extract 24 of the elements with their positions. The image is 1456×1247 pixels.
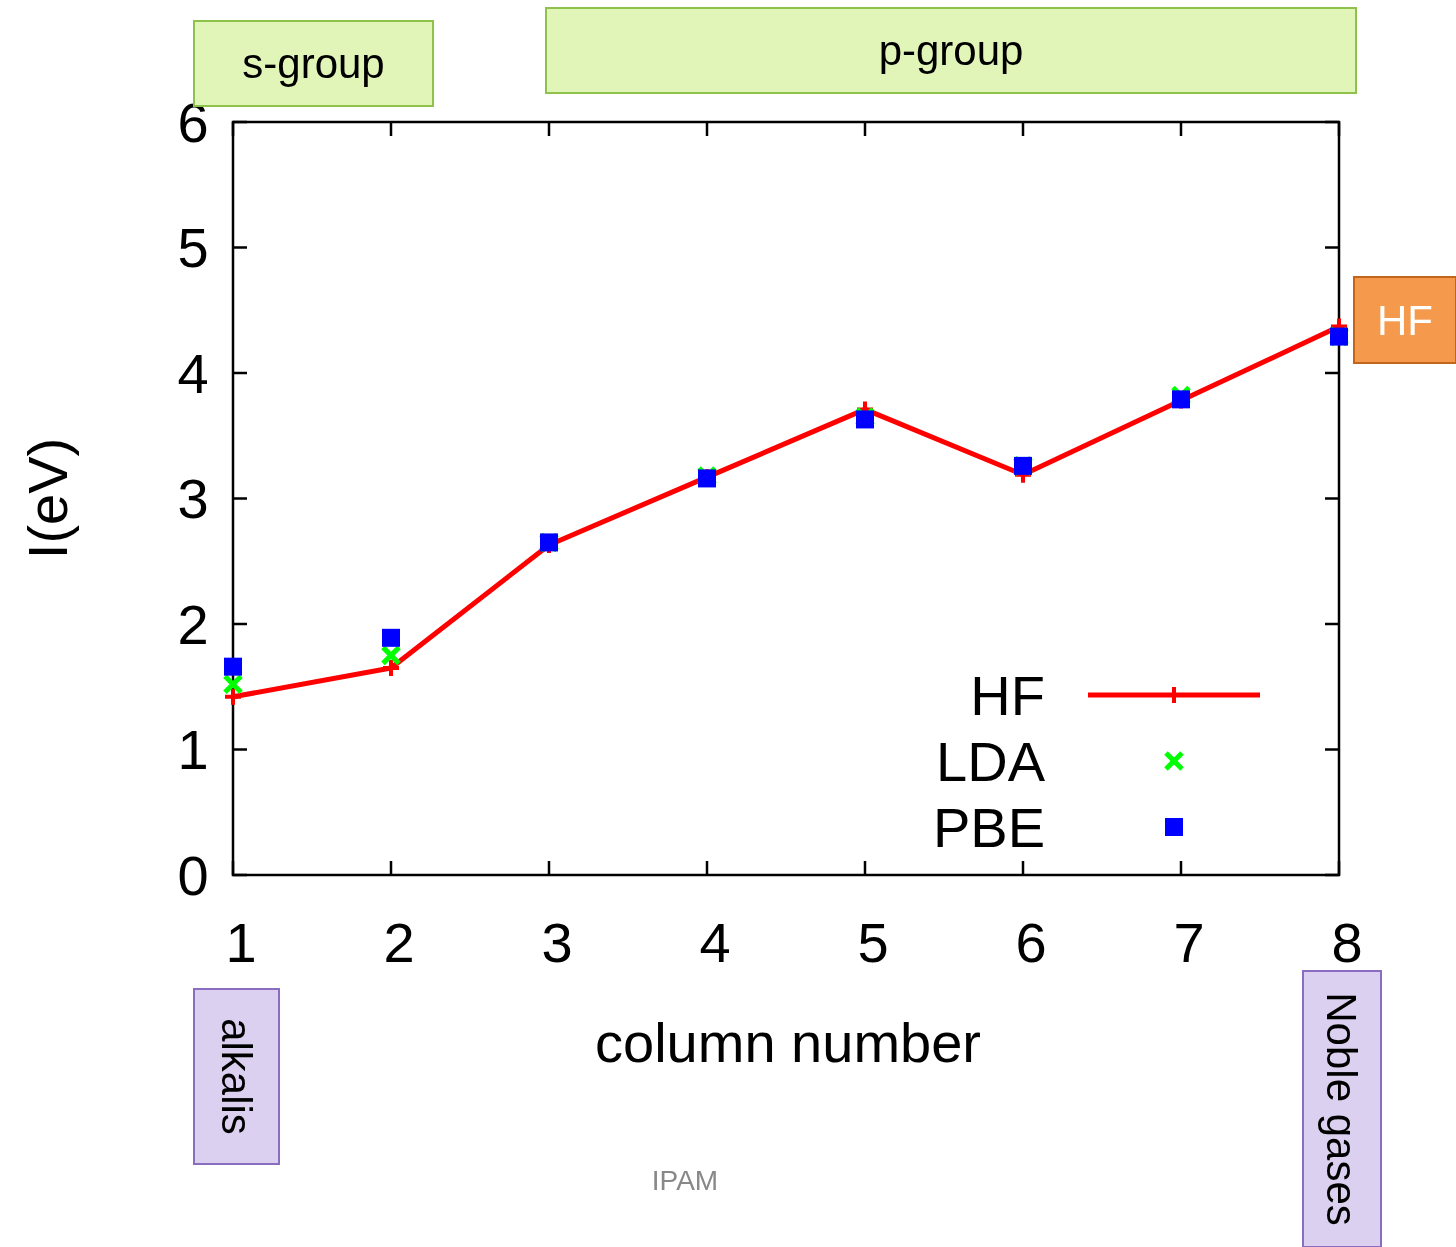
label-box: HF: [1353, 276, 1456, 364]
y-tick-label: 5: [177, 216, 209, 280]
x-tick-label: 4: [699, 911, 731, 974]
x-tick-label: 3: [541, 911, 573, 974]
y-tick-label: 2: [177, 592, 209, 656]
x-tick-label: 1: [225, 911, 257, 974]
label-box: p-group: [545, 7, 1357, 94]
y-tick-label: 3: [177, 467, 209, 531]
y-tick-label: 1: [177, 718, 209, 782]
label-box: alkalis: [193, 988, 280, 1165]
x-tick-label: 7: [1173, 911, 1205, 974]
legend-label: LDA: [936, 729, 1046, 793]
y-axis-title: I(eV): [16, 437, 79, 560]
text: IPAM: [651, 1164, 719, 1196]
x-tick-label: 6: [1015, 911, 1047, 974]
legend-label: HF: [970, 663, 1045, 727]
x-axis-title: column number: [595, 1011, 981, 1074]
y-tick-label: 4: [177, 341, 209, 405]
label-box: Noble gases: [1302, 970, 1382, 1247]
legend-label: PBE: [932, 795, 1045, 859]
x-tick-label: 5: [857, 911, 889, 974]
label-box: s-group: [193, 20, 434, 107]
x-tick-label: 2: [383, 911, 415, 974]
y-tick-label: 0: [177, 843, 209, 907]
